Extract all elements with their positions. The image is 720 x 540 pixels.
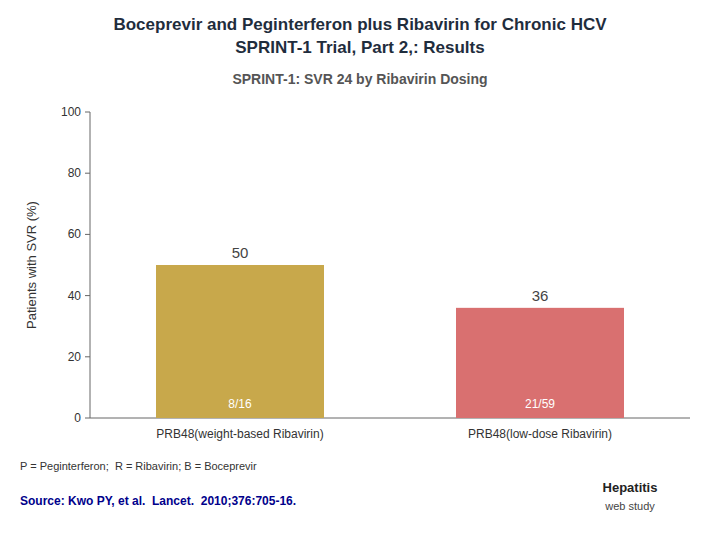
logo-text: web study — [604, 500, 655, 512]
tick-label: 60 — [68, 227, 82, 241]
logo-text: Hepatitis — [603, 480, 658, 495]
category-label: PRB48(weight-based Ribavirin) — [156, 427, 323, 441]
tick-mark — [85, 173, 90, 174]
footnote: P = Peginterferon; R = Ribavirin; B = Bo… — [20, 460, 257, 472]
category-label: PRB48(low-dose Ribavirin) — [468, 427, 612, 441]
bar — [156, 265, 324, 418]
title: Boceprevir and Peginterferon plus Ribavi… — [113, 15, 607, 34]
bar — [456, 308, 624, 418]
tick-label: 100 — [61, 105, 81, 119]
tick-label: 0 — [74, 411, 81, 425]
tick-mark — [85, 234, 90, 235]
tick-label: 80 — [68, 166, 82, 180]
chart: Boceprevir and Peginterferon plus Ribavi… — [0, 0, 720, 540]
y-axis — [90, 112, 91, 418]
title: SPRINT-1 Trial, Part 2,: Results — [235, 38, 484, 57]
bar-annotation: 21/59 — [525, 397, 555, 411]
bars — [156, 265, 624, 418]
subtitle: SPRINT-1: SVR 24 by Ribavirin Dosing — [232, 71, 487, 87]
bar-annotation: 8/16 — [228, 397, 252, 411]
tick-mark — [85, 418, 90, 419]
tick-mark — [85, 356, 90, 357]
data-label: 36 — [532, 287, 549, 304]
tick-mark — [85, 112, 90, 113]
source: Source: Kwo PY, et al. Lancet. 2010;376:… — [20, 494, 296, 508]
tick-label: 20 — [68, 350, 82, 364]
tick-label: 40 — [68, 289, 82, 303]
y-axis-label: Patients with SVR (%) — [24, 201, 39, 329]
tick-mark — [85, 295, 90, 296]
data-label: 50 — [232, 244, 249, 261]
